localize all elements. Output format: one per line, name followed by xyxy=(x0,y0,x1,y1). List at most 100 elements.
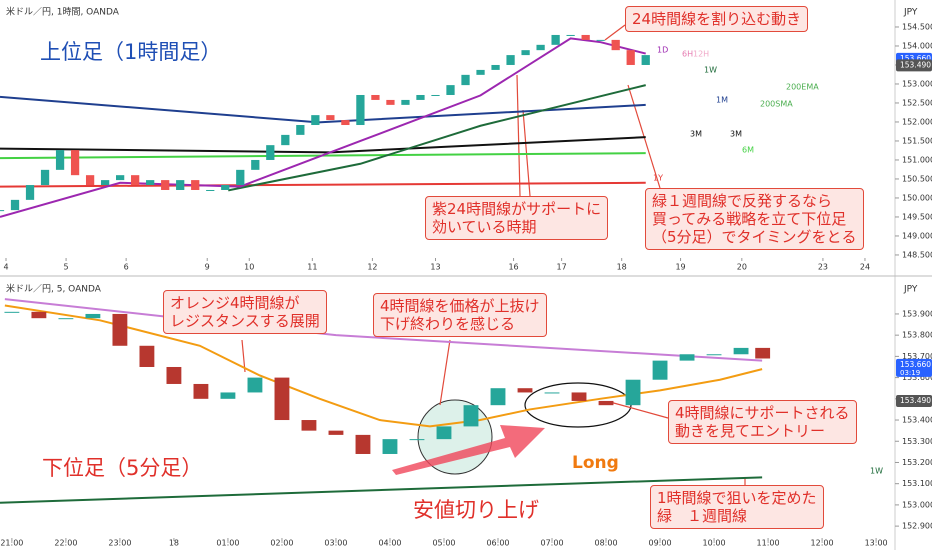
candle xyxy=(326,115,335,121)
price-tag xyxy=(896,394,932,407)
candle xyxy=(116,175,125,181)
x-tick-label: 19 xyxy=(675,263,685,272)
y-tick-label: 152.500 xyxy=(902,98,932,107)
annotation-line: オレンジ4時間線が xyxy=(170,294,300,312)
y-tick-label: 154.000 xyxy=(902,41,932,50)
candle xyxy=(386,99,395,105)
x-tick-label: 01:00 xyxy=(216,539,239,548)
y-tick-label: 149.500 xyxy=(902,212,932,221)
price-tag xyxy=(896,358,932,377)
annotation: 4時間線にサポートされる 動きを見てエントリー xyxy=(668,400,857,444)
candle xyxy=(679,354,695,361)
x-tick-label: 17 xyxy=(557,263,567,272)
panel-title: 下位足（5分足） xyxy=(42,456,203,480)
candle xyxy=(31,311,47,319)
candle xyxy=(301,420,317,431)
y-tick-label: 153.700 xyxy=(902,352,932,361)
candle xyxy=(409,439,425,441)
candle xyxy=(247,377,263,393)
y-tick-label: 153.800 xyxy=(902,331,932,340)
annotation-line: 1時間線で狙いを定めた xyxy=(657,489,817,507)
candle xyxy=(176,180,185,190)
candle xyxy=(100,180,110,186)
candle xyxy=(382,439,398,454)
x-tick-label: 10 xyxy=(244,263,254,272)
candle xyxy=(611,39,620,51)
price-tag-label: 153.490 xyxy=(900,396,931,405)
ma-label: 6H xyxy=(682,50,693,59)
candle xyxy=(296,125,305,135)
ma-label: 1M xyxy=(716,96,728,105)
annotation-line: 24時間線を割り込む動き xyxy=(632,10,802,28)
big-arrow xyxy=(392,425,545,475)
candle xyxy=(461,74,470,86)
candle xyxy=(356,94,365,126)
annotation-line: 4時間線にサポートされる xyxy=(675,404,850,422)
ma-line xyxy=(4,298,763,362)
annotation-line: 4時間線を価格が上抜け xyxy=(380,297,540,315)
candle xyxy=(436,426,452,440)
x-tick-label: 20 xyxy=(737,263,747,272)
ma-line xyxy=(4,304,763,428)
price-tag-label: 153.660 xyxy=(900,54,931,63)
ma-line xyxy=(0,37,646,218)
ma-label: 200SMA xyxy=(760,100,793,109)
x-tick-label: 23:00 xyxy=(108,539,131,548)
candle xyxy=(490,388,506,406)
annotation: オレンジ4時間線が レジスタンスする展開 xyxy=(163,290,327,334)
x-tick-label: 24 xyxy=(860,263,870,272)
candle xyxy=(566,34,575,36)
y-tick-label: 153.000 xyxy=(902,79,932,88)
x-tick-label: 13 xyxy=(430,263,440,272)
candle xyxy=(626,50,635,65)
candle xyxy=(166,366,182,384)
candle xyxy=(625,379,641,406)
long-label: Long xyxy=(572,453,619,473)
y-tick-label: 151.000 xyxy=(902,155,932,164)
candle xyxy=(551,34,560,45)
x-tick-label: 12:00 xyxy=(811,539,834,548)
annotation: 1時間線で狙いを定めた緑 １週間線 xyxy=(650,485,824,529)
x-tick-label: 02:00 xyxy=(270,539,293,548)
candle xyxy=(191,180,200,190)
candle xyxy=(341,120,350,126)
candle xyxy=(536,44,545,51)
candle xyxy=(0,210,5,212)
x-tick-label: 22:00 xyxy=(54,539,77,548)
candle xyxy=(266,145,275,160)
y-tick-label: 153.200 xyxy=(902,458,932,467)
candle xyxy=(139,345,155,367)
candle xyxy=(355,434,371,454)
candle xyxy=(311,115,320,126)
x-tick-label: 11:00 xyxy=(757,539,780,548)
annotation-line: 下げ終わりを感じる xyxy=(380,315,516,333)
y-tick-label: 154.500 xyxy=(902,22,932,31)
ma-label: 1W xyxy=(870,467,883,476)
x-tick-label: 4 xyxy=(3,263,8,272)
ma-label: 1Y xyxy=(653,174,663,183)
x-tick-label: 06:00 xyxy=(486,539,509,548)
panel-header: 米ドル／円, 5, OANDA xyxy=(6,283,102,295)
x-tick-label: 9 xyxy=(205,263,210,272)
candle xyxy=(131,175,140,186)
candle xyxy=(112,313,128,346)
candle xyxy=(401,99,410,105)
candle xyxy=(598,400,614,406)
price-tag xyxy=(896,59,932,72)
panel-header: 米ドル／円, 1時間, OANDA xyxy=(6,6,120,18)
x-tick-label: 21:00 xyxy=(0,539,23,548)
annotation-line: 効いている時期 xyxy=(432,218,537,236)
x-tick-label: 6 xyxy=(124,263,129,272)
price-tag-time: 03:19 xyxy=(900,369,920,377)
candle xyxy=(85,175,95,186)
ma-label: 6M xyxy=(742,146,754,155)
annotation-line: 動きを見てエントリー xyxy=(675,422,826,440)
candle xyxy=(85,313,101,319)
price-tag-label: 153.490 xyxy=(900,60,931,69)
higher-lows: 安値切り上げ xyxy=(413,498,539,522)
candle xyxy=(506,55,515,65)
y-tick-label: 150.000 xyxy=(902,193,932,202)
x-tick-label: 12 xyxy=(367,263,377,272)
candle xyxy=(706,354,722,356)
